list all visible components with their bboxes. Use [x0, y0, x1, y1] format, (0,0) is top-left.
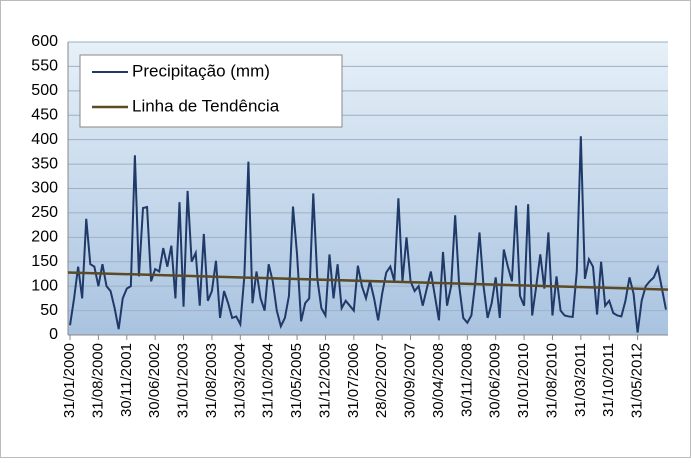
x-tick-label: 31/10/2011	[600, 343, 617, 417]
x-tick-label: 31/05/2012	[629, 343, 646, 418]
x-tick-label: 31/03/2011	[572, 343, 589, 417]
x-tick-label: 30/06/2002	[146, 343, 163, 418]
y-tick-label: 500	[31, 82, 58, 99]
x-tick-label: 30/06/2009	[487, 343, 504, 418]
y-tick-label: 450	[31, 106, 58, 123]
data-line	[69, 136, 667, 333]
y-tick-label: 0	[49, 326, 58, 343]
x-tick-label: 31/10/2004	[260, 343, 277, 418]
trend-line	[67, 271, 669, 291]
x-tick-label: 31/01/2000	[61, 343, 78, 418]
x-tick-label: 31/01/2010	[515, 343, 532, 418]
y-tick-label: 350	[31, 155, 58, 172]
legend-label: Precipitação (mm)	[132, 61, 270, 80]
y-tick-label: 200	[31, 229, 58, 246]
x-tick-label: 31/01/2003	[175, 343, 192, 418]
y-tick-label: 600	[31, 33, 58, 50]
x-tick-label: 31/03/2004	[231, 343, 248, 418]
x-tick-label: 31/08/2000	[89, 343, 106, 418]
x-tick-label: 31/07/2006	[345, 343, 362, 418]
y-tick-label: 150	[31, 253, 58, 270]
x-tick-label: 31/08/2010	[543, 343, 560, 418]
x-tick-label: 31/05/2005	[288, 343, 305, 418]
legend-box	[79, 54, 343, 128]
y-tick-label: 400	[31, 131, 58, 148]
y-tick-label: 300	[31, 180, 58, 197]
y-tick-label: 250	[31, 204, 58, 221]
y-tick-label: 550	[31, 58, 58, 75]
x-tick-label: 30/11/2001	[118, 343, 135, 417]
legend-label: Linha de Tendência	[132, 96, 280, 115]
y-tick-label: 50	[40, 302, 58, 319]
x-tick-label: 30/09/2007	[402, 343, 419, 418]
y-tick-label: 100	[31, 277, 58, 294]
x-tick-label: 30/04/2008	[430, 343, 447, 418]
x-tick-label: 30/11/2008	[458, 343, 475, 417]
x-tick-label: 31/12/2005	[316, 343, 333, 418]
x-tick-label: 31/08/2003	[203, 343, 220, 418]
x-tick-label: 28/02/2007	[373, 343, 390, 418]
